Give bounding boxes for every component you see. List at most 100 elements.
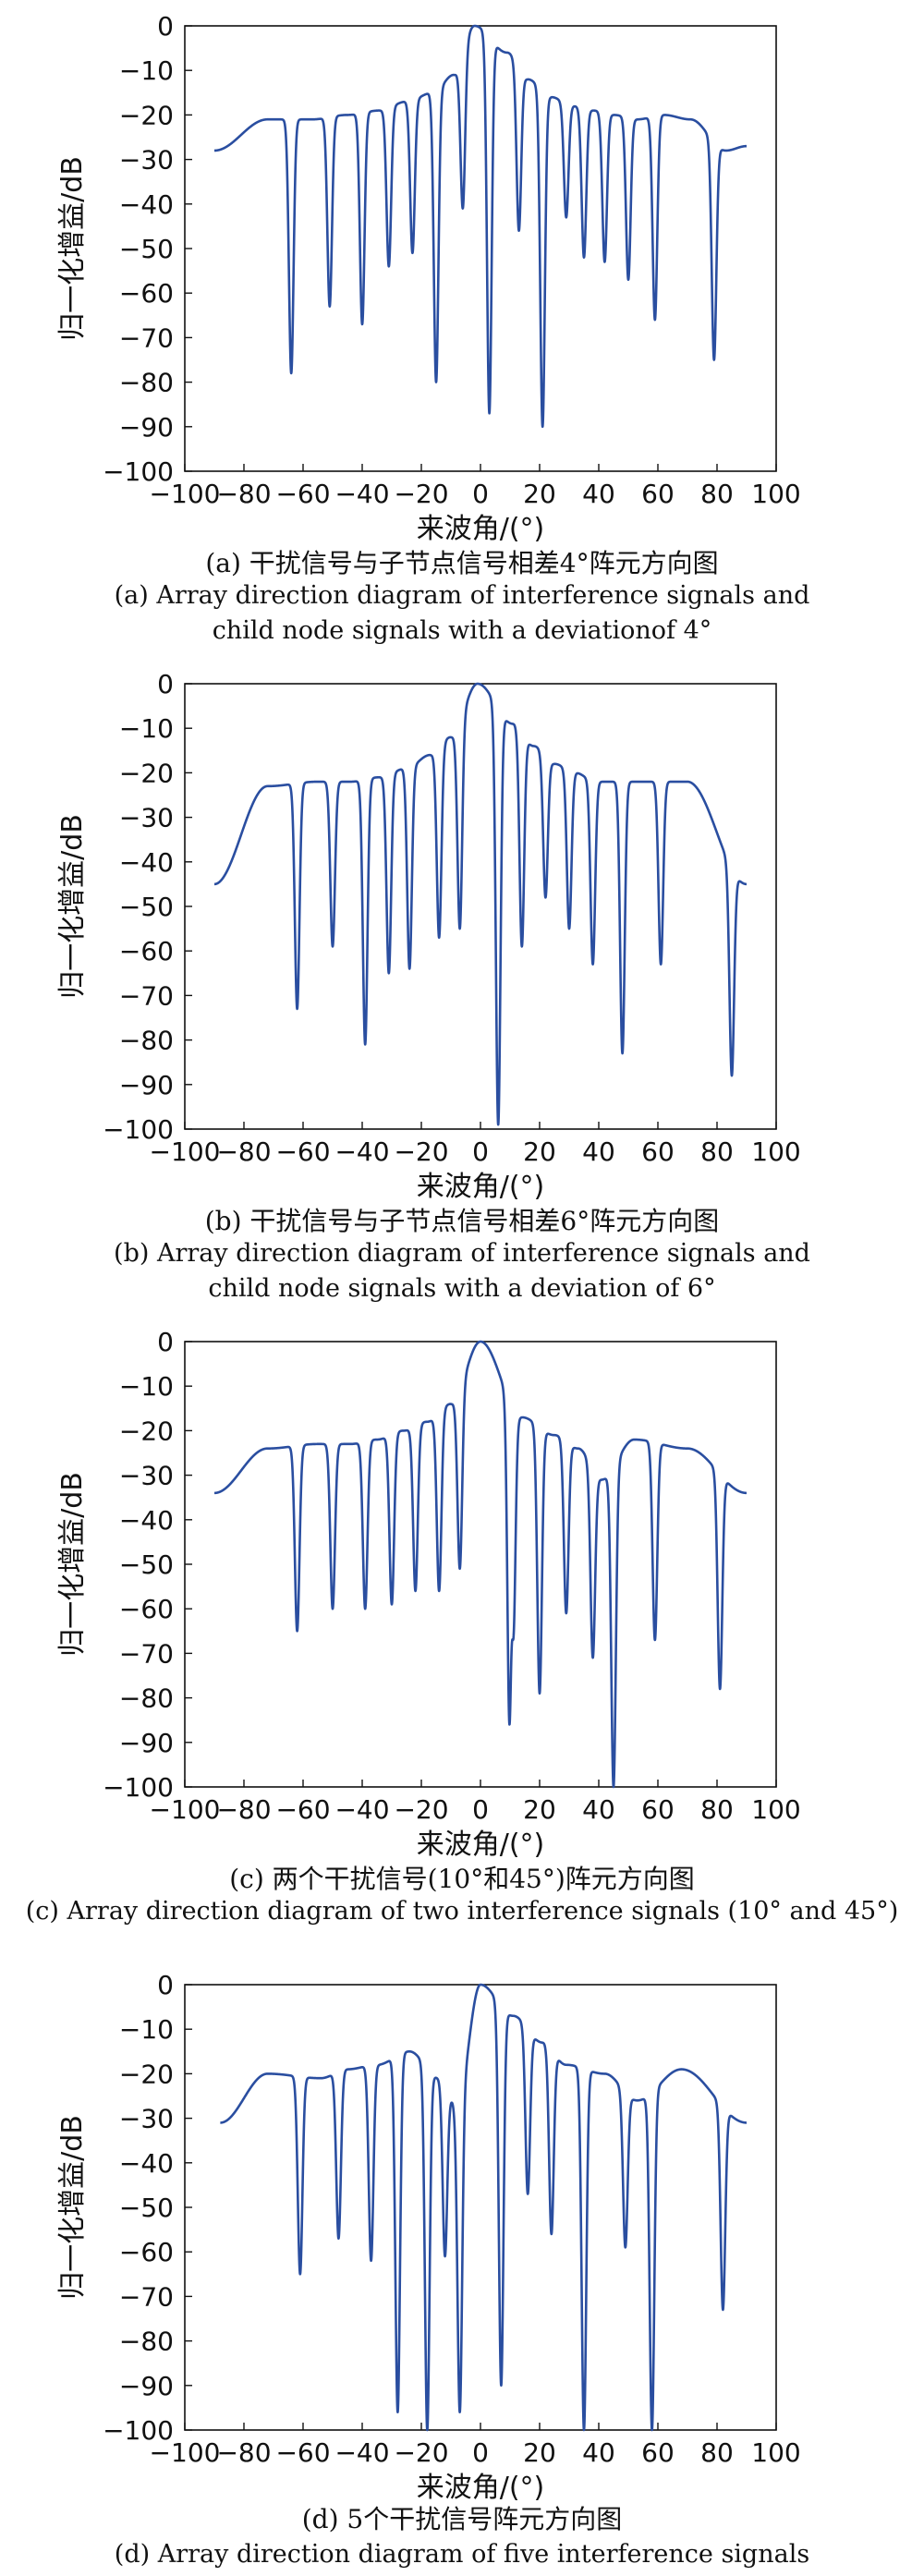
- x-tick-label: 100: [751, 1136, 800, 1167]
- caption-en-b-line-2: child node signals with a deviation of 6…: [208, 1274, 716, 1303]
- y-axis-label: 归一化增益/dB: [56, 814, 89, 999]
- x-tick-label: 40: [582, 1794, 615, 1825]
- x-tick-label: −20: [394, 2437, 448, 2468]
- x-tick-label: 20: [523, 1136, 556, 1167]
- caption-zh-a: (a) 干扰信号与子节点信号相差4°阵元方向图: [205, 548, 719, 578]
- y-tick-label: −30: [119, 145, 174, 176]
- y-tick-label: −20: [119, 2059, 174, 2089]
- y-tick-label: −10: [119, 713, 174, 744]
- chart-a: 0−10−20−30−40−50−60−70−80−90−100−100−80−…: [56, 11, 801, 545]
- chart-b: 0−10−20−30−40−50−60−70−80−90−100−100−80−…: [56, 669, 801, 1203]
- chart-panel-d: 0 −10 −20 −30 −40 −50 −60 −70 −80 −90 −100 −100 −80−…: [0, 1959, 924, 2576]
- y-tick-label: −70: [119, 2281, 174, 2312]
- y-tick-label: −50: [119, 2193, 174, 2223]
- x-tick-label: −100: [150, 479, 221, 509]
- x-tick-label: 20: [523, 1794, 556, 1825]
- x-tick-label: −20: [394, 479, 448, 509]
- y-tick-label: −80: [119, 2327, 174, 2357]
- y-tick-label: −20: [119, 100, 174, 130]
- y-tick-label: −30: [119, 1461, 174, 1491]
- y-tick-label: −40: [119, 189, 174, 220]
- x-tick-label: 60: [641, 1136, 675, 1167]
- x-tick-label: 0: [472, 479, 489, 509]
- y-tick-label: 0: [157, 11, 174, 42]
- y-tick-label: −90: [119, 1070, 174, 1100]
- caption-en-a-line-1: (a) Array direction diagram of interfere…: [114, 581, 810, 610]
- x-tick-label: 40: [582, 479, 615, 509]
- y-tick-label: −80: [119, 1683, 174, 1714]
- x-tick-label: 80: [700, 1136, 734, 1167]
- x-tick-label: −80: [216, 1136, 271, 1167]
- caption-zh-b: (b) 干扰信号与子节点信号相差6°阵元方向图: [204, 1206, 720, 1236]
- y-tick-label: −10: [119, 2014, 174, 2045]
- y-axis-label: 归一化增益/dB: [56, 2115, 89, 2300]
- y-tick-label: 0: [157, 669, 174, 699]
- y-axis-label: 归一化增益/dB: [56, 1472, 89, 1657]
- chart-panel-b: 0 −10 −20 −30 −40 −50 −60 −70 −80 −90 −100 −100 −80−…: [0, 658, 924, 1305]
- x-tick-label: 100: [751, 479, 800, 509]
- y-tick-label: −60: [119, 936, 174, 966]
- y-tick-label: −40: [119, 847, 174, 878]
- x-tick-label: 80: [700, 1794, 734, 1825]
- x-tick-label: 0: [472, 2437, 489, 2468]
- x-tick-label: −60: [275, 2437, 330, 2468]
- x-tick-label: −80: [216, 479, 271, 509]
- x-tick-label: −20: [394, 1794, 448, 1825]
- y-tick-label: −50: [119, 892, 174, 922]
- x-tick-label: 40: [582, 1136, 615, 1167]
- x-tick-label: −40: [334, 1794, 389, 1825]
- y-tick-label: −40: [119, 1505, 174, 1536]
- x-tick-label: 20: [523, 479, 556, 509]
- x-tick-label: −80: [216, 2437, 271, 2468]
- series-line: [219, 1983, 748, 2432]
- x-axis-label: 来波角/(°): [417, 2472, 545, 2504]
- y-tick-label: −70: [119, 322, 174, 353]
- x-tick-label: −100: [150, 2437, 221, 2468]
- x-tick-label: 100: [751, 1794, 800, 1825]
- y-tick-label: −30: [119, 2104, 174, 2134]
- x-tick-label: 80: [700, 479, 734, 509]
- series-line: [213, 1340, 748, 1789]
- y-tick-label: −60: [119, 278, 174, 309]
- y-tick-label: 0: [157, 1327, 174, 1357]
- x-axis-label: 来波角/(°): [417, 513, 545, 545]
- x-tick-label: −60: [275, 1794, 330, 1825]
- chart-c: 0−10−20−30−40−50−60−70−80−90−100−100−80−…: [56, 1327, 801, 1861]
- x-tick-label: −100: [150, 1136, 221, 1167]
- caption-zh-d: (d) 5个干扰信号阵元方向图: [301, 2504, 623, 2534]
- y-tick-label: −100: [103, 2415, 174, 2446]
- y-tick-label: −10: [119, 55, 174, 86]
- caption-en-b-line-1: (b) Array direction diagram of interfere…: [114, 1239, 810, 1268]
- y-tick-label: −60: [119, 2237, 174, 2267]
- caption-zh-c: (c) 两个干扰信号(10°和45°)阵元方向图: [229, 1864, 695, 1894]
- y-tick-label: 0: [157, 1970, 174, 2000]
- series-line: [213, 24, 748, 429]
- y-tick-label: −50: [119, 234, 174, 264]
- x-tick-label: 60: [641, 479, 675, 509]
- plot-frame: [184, 1984, 777, 2431]
- y-tick-label: −60: [119, 1594, 174, 1624]
- caption-en-d-line-1: (d) Array direction diagram of five inte…: [114, 2540, 810, 2569]
- y-tick-label: −100: [103, 456, 174, 487]
- y-tick-label: −100: [103, 1772, 174, 1803]
- y-tick-label: −80: [119, 368, 174, 398]
- x-tick-label: 20: [523, 2437, 556, 2468]
- y-tick-label: −20: [119, 758, 174, 788]
- y-tick-label: −30: [119, 803, 174, 833]
- x-tick-label: −40: [334, 479, 389, 509]
- y-tick-label: −20: [119, 1416, 174, 1446]
- y-tick-label: −50: [119, 1549, 174, 1580]
- y-tick-label: −40: [119, 2148, 174, 2179]
- y-tick-label: −90: [119, 1728, 174, 1758]
- y-tick-label: −100: [103, 1114, 174, 1145]
- x-tick-label: 80: [700, 2437, 734, 2468]
- plot-frame: [184, 1341, 777, 1788]
- x-axis-label: 来波角/(°): [417, 1829, 545, 1861]
- x-tick-label: −40: [334, 1136, 389, 1167]
- x-tick-label: 40: [582, 2437, 615, 2468]
- x-tick-label: 60: [641, 1794, 675, 1825]
- x-tick-label: −80: [216, 1794, 271, 1825]
- caption-en-c-line-1: (c) Array direction diagram of two inter…: [25, 1897, 899, 1926]
- x-tick-label: −20: [394, 1136, 448, 1167]
- chart-panel-c: 0 −10 −20 −30 −40 −50 −60 −70 −80 −90 −100 −100 −80−…: [0, 1316, 924, 1926]
